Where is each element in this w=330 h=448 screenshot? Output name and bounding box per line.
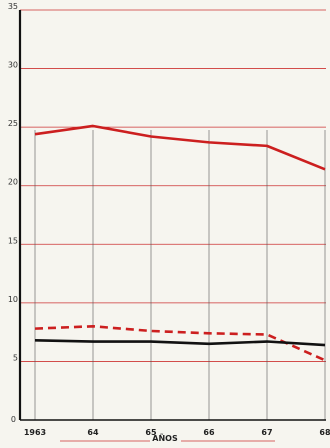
grid-lines — [20, 10, 326, 420]
y-tick-label-25: 25 — [8, 119, 18, 128]
x-tick-label-67: 67 — [261, 428, 272, 437]
y-tick-label-5: 5 — [13, 353, 18, 362]
y-tick-label-20: 20 — [8, 178, 18, 187]
x-tick-label-68: 68 — [319, 428, 330, 437]
y-tick-label-30: 30 — [8, 61, 18, 70]
x-tick-label-1963: 1963 — [24, 428, 46, 437]
series-line-1 — [35, 126, 325, 169]
y-tick-label-0: 0 — [11, 415, 16, 424]
y-tick-label-15: 15 — [8, 236, 18, 245]
y-tick-label-10: 10 — [8, 295, 18, 304]
x-tick-label-66: 66 — [203, 428, 215, 437]
y-tick-label-35: 35 — [8, 2, 18, 11]
x-tick-label-64: 64 — [87, 428, 99, 437]
x-tick-label-65: 65 — [145, 428, 157, 437]
